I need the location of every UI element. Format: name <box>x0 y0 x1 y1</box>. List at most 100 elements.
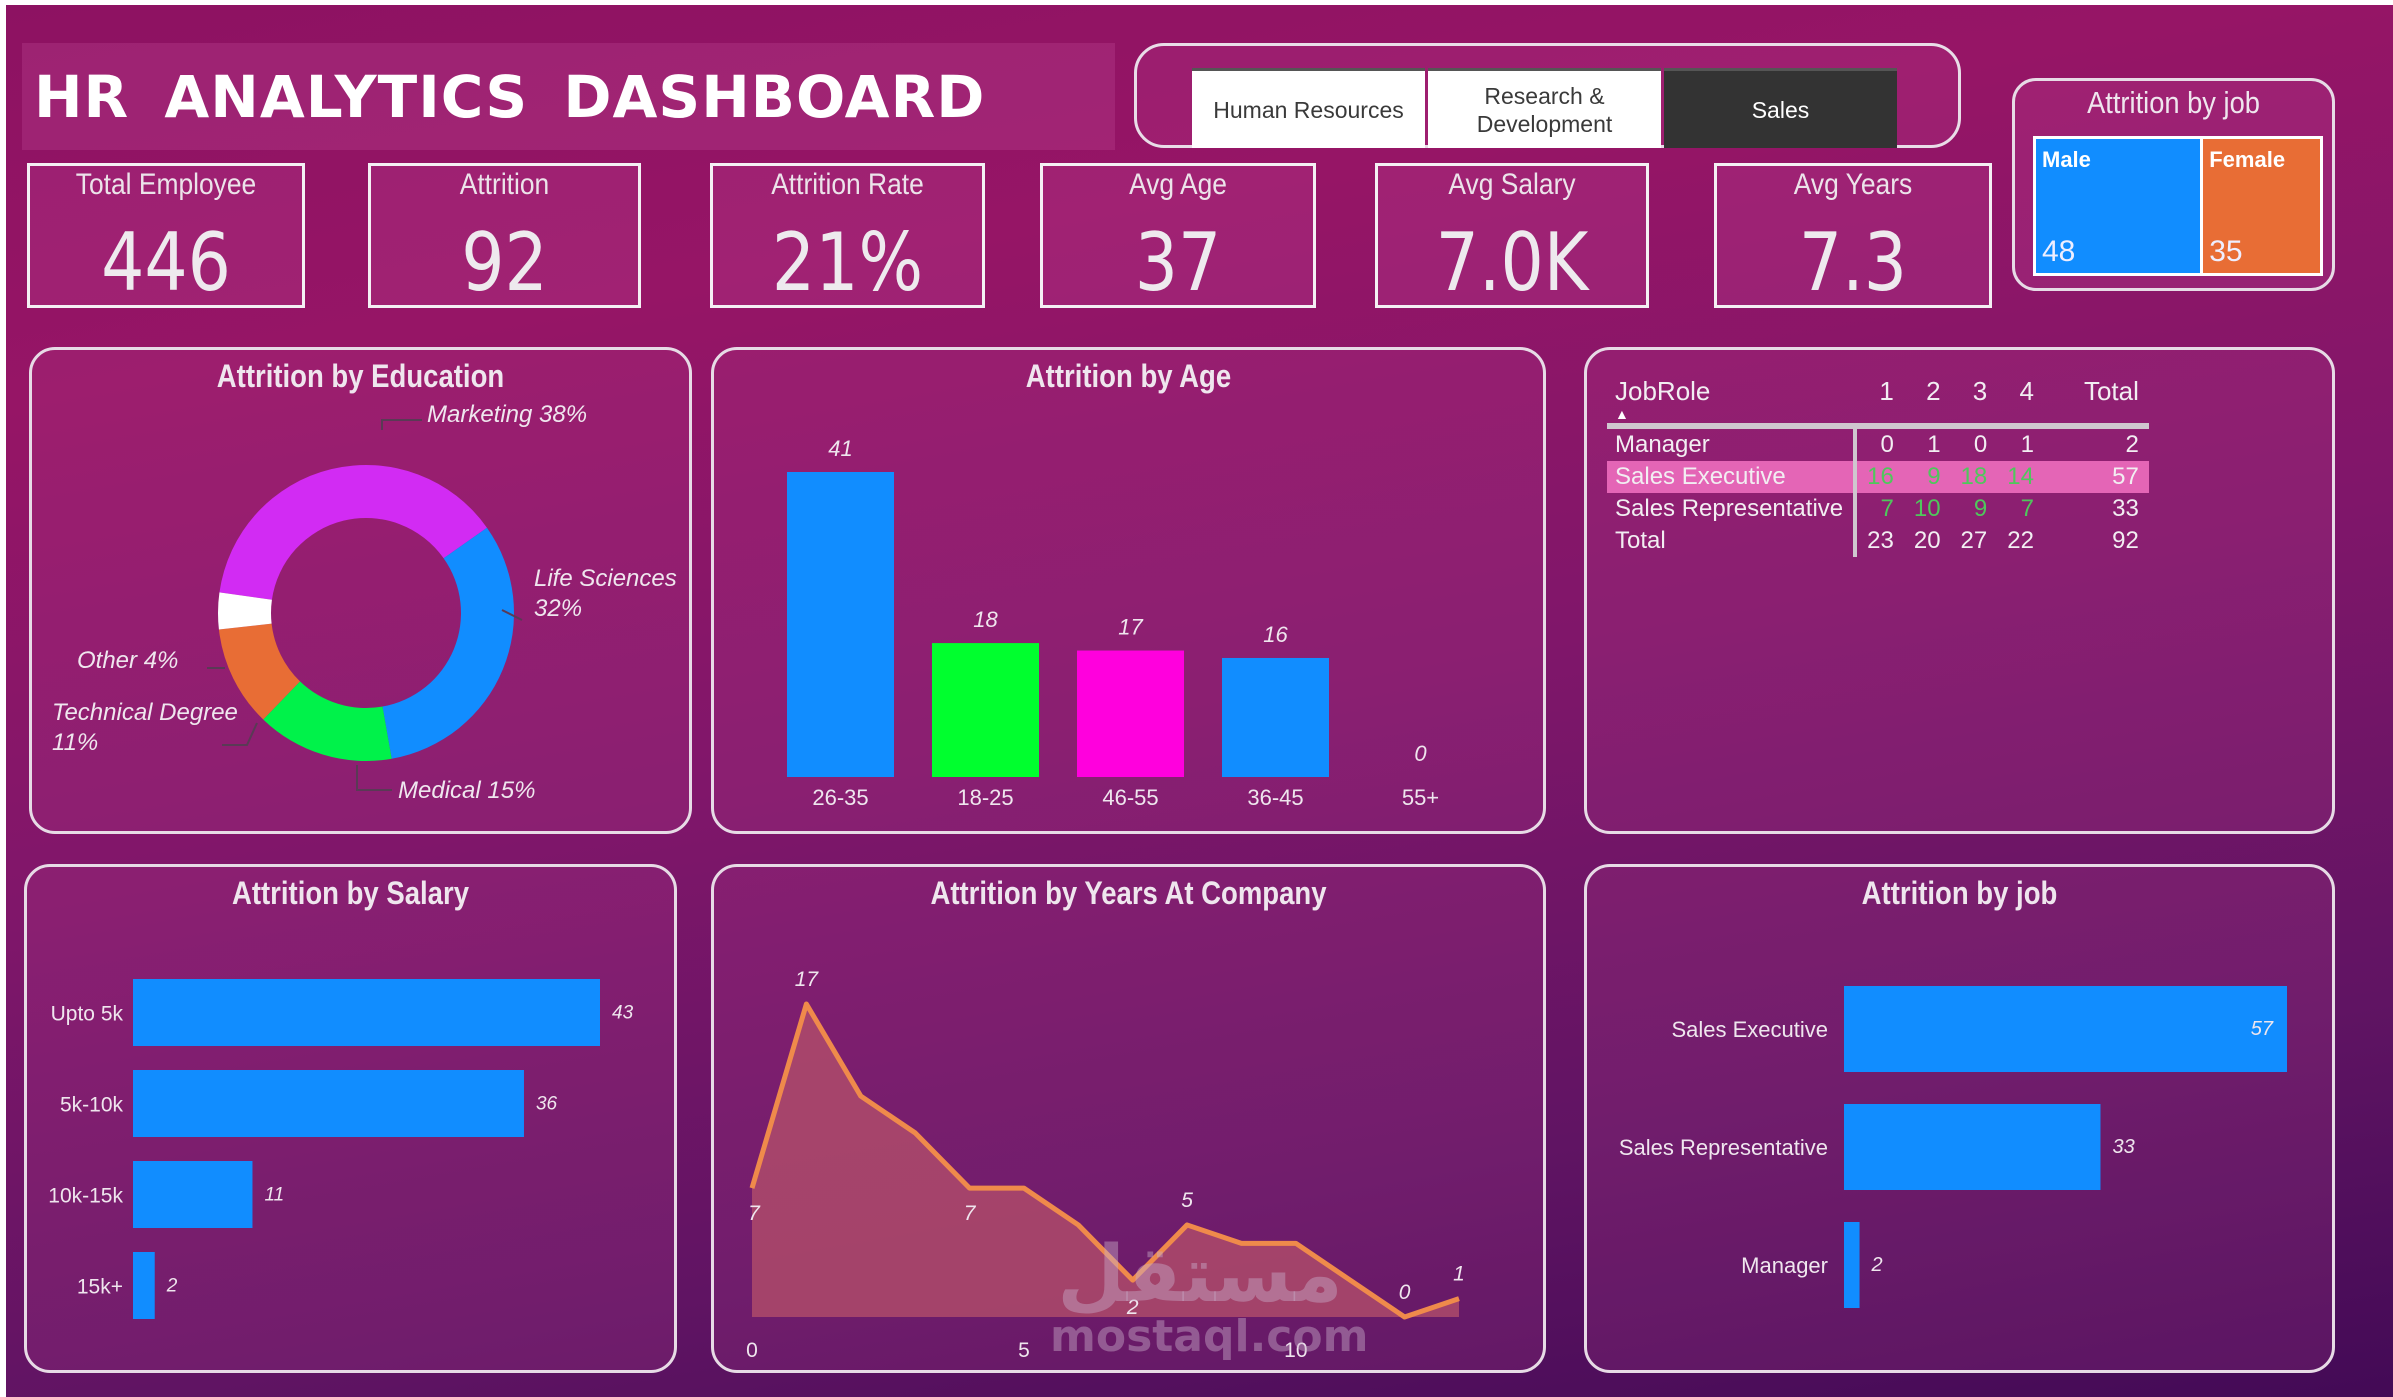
salary-bar-chart: Upto 5k 43 5k-10k 36 10k-15k 11 15k+ 2 <box>48 979 634 1319</box>
treemap-label-male: Male <box>2042 147 2091 172</box>
matrix-cell: 27 <box>1960 527 1988 554</box>
age-tick-label: 55+ <box>1402 785 1439 810</box>
matrix-row[interactable]: Sales Executive 16 9 18 14 57 <box>1607 461 2149 493</box>
donut-slice-life-sciences <box>382 527 514 759</box>
matrix-header-col: 2 <box>1903 368 1951 429</box>
title-bar: HR ANALYTICS DASHBOARD <box>22 43 1115 150</box>
kpi-label: Total Employee <box>75 168 257 201</box>
attrition-by-age-card: Attrition by Age 41 26-35 18 18-25 17 46-55 16… <box>711 347 1546 834</box>
kpi-label: Avg Salary <box>1448 168 1576 201</box>
kpi-label: Avg Age <box>1129 168 1227 201</box>
matrix-total-cell: 57 <box>2112 463 2139 490</box>
matrix-cell: 14 <box>2007 463 2034 490</box>
donut-label: 32% <box>534 595 582 622</box>
chart-title: Attrition by job <box>1861 875 2058 911</box>
chart-title: Attrition by Age <box>1025 358 1232 394</box>
gender-treemap: Male 48 Female 35 <box>2033 136 2323 276</box>
matrix-cell: 22 <box>2007 527 2034 554</box>
job-bar <box>1844 1104 2101 1190</box>
matrix-cell: 16 <box>1867 463 1894 490</box>
matrix-cell: 10 <box>1913 495 1941 522</box>
donut-label: Life Sciences <box>534 565 677 592</box>
age-tick-label: 18-25 <box>957 785 1013 810</box>
kpi-attrition: Attrition 92 <box>368 163 641 309</box>
years-point-label: 2 <box>1126 1296 1139 1319</box>
matrix-row-label: Manager <box>1607 426 1858 461</box>
matrix-total-cell: 2 <box>2125 431 2139 458</box>
age-bar-value: 16 <box>1263 622 1288 647</box>
matrix-row-label: Total <box>1607 525 1858 557</box>
age-tick-label: 36-45 <box>1247 785 1303 810</box>
kpi-attrition-rate: Attrition Rate 21% <box>710 163 985 309</box>
job-bar-value: 57 <box>2251 1018 2274 1040</box>
slicer-option-human-resources[interactable]: Human Resources <box>1192 68 1425 148</box>
treemap-cell-male[interactable]: Male 48 <box>2036 139 2201 273</box>
education-donut-chart: Marketing 38% Life Sciences 32% Medical 15%… <box>52 401 677 804</box>
salary-bar-value: 11 <box>264 1185 284 1206</box>
attrition-by-gender-card: Attrition by job Male 48 Female 35 <box>2012 78 2335 291</box>
page-title: HR ANALYTICS DASHBOARD <box>34 62 986 131</box>
leader-line <box>381 419 422 430</box>
job-bar-chart: Sales Executive 57 Sales Representative 33 M… <box>1619 986 2287 1308</box>
treemap-value-male: 48 <box>2042 235 2076 268</box>
sort-ascending-icon[interactable]: ▲ <box>1615 406 1629 422</box>
age-tick-label: 26-35 <box>812 785 868 810</box>
salary-bar <box>133 1252 155 1319</box>
matrix-cell: 9 <box>1927 463 1941 490</box>
donut-label: 11% <box>52 729 98 756</box>
chart-title: Attrition by Education <box>216 358 505 394</box>
job-bar-value: 33 <box>2112 1136 2134 1158</box>
salary-bar-value: 36 <box>536 1094 558 1115</box>
treemap-label-female: Female <box>2209 147 2286 172</box>
years-point-label: 1 <box>1453 1263 1465 1286</box>
matrix-header-col: 1 <box>1855 368 1904 429</box>
job-tick-label: Sales Executive <box>1671 1017 1828 1042</box>
age-bar <box>1077 650 1184 777</box>
job-tick-label: Manager <box>1741 1253 1828 1278</box>
age-bar-value: 0 <box>1414 741 1427 766</box>
chart-title: Attrition by Years At Company <box>930 875 1327 911</box>
donut-label: Technical Degree <box>52 699 238 726</box>
matrix-cell: 18 <box>1960 463 1988 490</box>
years-line <box>749 1001 1460 1320</box>
years-tick-label: 10 <box>1284 1339 1307 1362</box>
donut-slice-technical-degree <box>218 623 301 720</box>
salary-tick-label: Upto 5k <box>51 1003 124 1026</box>
matrix-header-jobrole[interactable]: JobRole ▲ <box>1607 368 1856 429</box>
matrix-header-col: 4 <box>1997 368 2044 429</box>
matrix-row[interactable]: Total 23 20 27 22 92 <box>1607 525 2149 557</box>
kpi-label: Attrition Rate <box>771 168 924 201</box>
slicer-option-sales[interactable]: Sales <box>1664 68 1897 148</box>
salary-bar <box>133 1070 524 1137</box>
years-point-label: 17 <box>795 968 820 991</box>
attrition-by-job-card: Attrition by job Sales Executive 57 Sales … <box>1584 864 2335 1373</box>
matrix-header-total: Total <box>2043 368 2149 429</box>
treemap-value-female: 35 <box>2209 235 2243 268</box>
matrix-cell: 0 <box>1880 431 1894 458</box>
kpi-avg-salary: Avg Salary 7.0K <box>1375 163 1649 309</box>
age-bar <box>1222 657 1329 777</box>
matrix-cell: 20 <box>1913 527 1941 554</box>
matrix-row[interactable]: Sales Representative 7 10 9 7 33 <box>1607 493 2149 525</box>
kpi-label: Avg Years <box>1793 168 1913 201</box>
donut-slice-marketing <box>219 465 487 600</box>
years-point-label: 5 <box>1181 1189 1193 1212</box>
kpi-value: 7.3 <box>1798 216 1908 309</box>
salary-bar-value: 43 <box>612 1003 634 1024</box>
age-tick-label: 46-55 <box>1102 785 1158 810</box>
kpi-value: 37 <box>1134 216 1222 309</box>
matrix-total-cell: 92 <box>2112 527 2139 554</box>
matrix-row-label: Sales Executive <box>1607 461 1858 493</box>
leader-line <box>356 765 392 791</box>
slicer-option-research-development[interactable]: Research & Development <box>1428 68 1661 148</box>
donut-label: Other 4% <box>77 647 178 674</box>
matrix-row-label: Sales Representative <box>1607 493 1858 525</box>
job-tick-label: Sales Representative <box>1619 1135 1828 1160</box>
donut-slice-medical <box>263 681 392 761</box>
job-bar-value: 2 <box>1871 1254 1883 1276</box>
matrix-row[interactable]: Manager 0 1 0 1 2 <box>1607 426 2149 461</box>
treemap-cell-female[interactable]: Female 35 <box>2200 139 2320 273</box>
kpi-label: Attrition <box>459 168 550 201</box>
age-bar-value: 41 <box>828 436 852 461</box>
matrix-cell: 1 <box>1927 431 1941 458</box>
